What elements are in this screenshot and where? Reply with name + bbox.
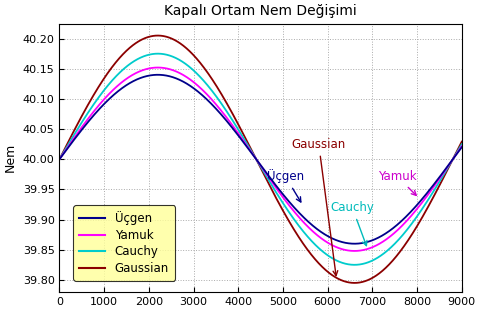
Y-axis label: Nem: Nem [4,143,17,172]
Legend: Üçgen, Yamuk, Cauchy, Gaussian: Üçgen, Yamuk, Cauchy, Gaussian [73,205,175,281]
Text: Cauchy: Cauchy [330,201,374,246]
Title: Kapalı Ortam Nem Değişimi: Kapalı Ortam Nem Değişimi [164,4,357,18]
Text: Gaussian: Gaussian [292,138,346,276]
Text: Yamuk: Yamuk [378,169,416,195]
Text: Üçgen: Üçgen [266,169,304,202]
